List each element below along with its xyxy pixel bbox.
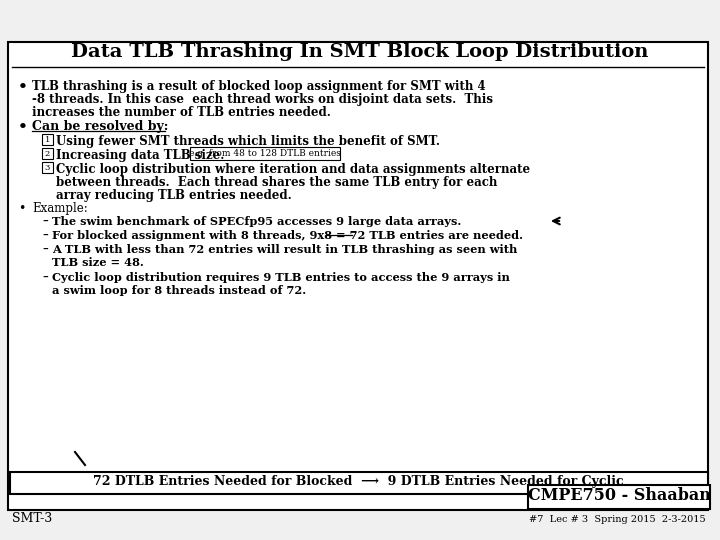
Text: Cyclic loop distribution requires 9 TLB entries to access the 9 arrays in: Cyclic loop distribution requires 9 TLB … xyxy=(52,272,510,283)
Text: •: • xyxy=(18,202,25,215)
Text: 1: 1 xyxy=(45,136,50,144)
Text: The swim benchmark of SPECfp95 accesses 9 large data arrays.: The swim benchmark of SPECfp95 accesses … xyxy=(52,216,462,227)
Text: SMT-3: SMT-3 xyxy=(12,511,53,524)
Text: Cyclic loop distribution where iteration and data assignments alternate: Cyclic loop distribution where iteration… xyxy=(56,163,530,176)
FancyBboxPatch shape xyxy=(42,134,53,145)
Text: 72 DTLB Entries Needed for Blocked  ⟶  9 DTLB Entries Needed for Cyclic: 72 DTLB Entries Needed for Blocked ⟶ 9 D… xyxy=(93,476,624,489)
Text: CMPE750 - Shaaban: CMPE750 - Shaaban xyxy=(528,488,711,504)
Text: –: – xyxy=(42,230,48,241)
Text: •: • xyxy=(18,120,28,134)
Text: –: – xyxy=(42,272,48,283)
Text: #7  Lec # 3  Spring 2015  2-3-2015: #7 Lec # 3 Spring 2015 2-3-2015 xyxy=(529,516,706,524)
Text: 2: 2 xyxy=(45,150,50,158)
Text: –: – xyxy=(42,244,48,255)
Text: Increasing data TLB size.: Increasing data TLB size. xyxy=(56,149,225,162)
Text: TLB size = 48.: TLB size = 48. xyxy=(52,257,144,268)
FancyBboxPatch shape xyxy=(42,162,53,173)
Text: between threads.  Each thread shares the same TLB entry for each: between threads. Each thread shares the … xyxy=(56,176,498,189)
Text: 3: 3 xyxy=(45,164,50,172)
Text: increases the number of TLB entries needed.: increases the number of TLB entries need… xyxy=(32,106,331,119)
FancyBboxPatch shape xyxy=(528,485,710,509)
Text: -8 threads. In this case  each thread works on disjoint data sets.  This: -8 threads. In this case each thread wor… xyxy=(32,93,493,106)
Text: –: – xyxy=(42,216,48,227)
Text: Data TLB Thrashing In SMT Block Loop Distribution: Data TLB Thrashing In SMT Block Loop Dis… xyxy=(71,43,649,61)
FancyBboxPatch shape xyxy=(8,42,708,510)
FancyBboxPatch shape xyxy=(42,148,53,159)
Text: A TLB with less than 72 entries will result in TLB thrashing as seen with: A TLB with less than 72 entries will res… xyxy=(52,244,518,255)
Text: Using fewer SMT threads which limits the benefit of SMT.: Using fewer SMT threads which limits the… xyxy=(56,135,440,148)
Text: a swim loop for 8 threads instead of 72.: a swim loop for 8 threads instead of 72. xyxy=(52,285,306,296)
Text: array reducing TLB entries needed.: array reducing TLB entries needed. xyxy=(56,189,292,202)
Text: Can be resolved by:: Can be resolved by: xyxy=(32,120,168,133)
FancyBboxPatch shape xyxy=(190,147,340,160)
FancyBboxPatch shape xyxy=(10,472,708,494)
Text: TLB thrashing is a result of blocked loop assignment for SMT with 4: TLB thrashing is a result of blocked loo… xyxy=(32,80,485,93)
Text: •: • xyxy=(18,80,28,94)
Text: Example:: Example: xyxy=(32,202,88,215)
Text: e.g  from 48 to 128 DTLB entries: e.g from 48 to 128 DTLB entries xyxy=(189,149,341,158)
Text: For blocked assignment with 8 threads, 9x8 = 72 TLB entries are needed.: For blocked assignment with 8 threads, 9… xyxy=(52,230,523,241)
